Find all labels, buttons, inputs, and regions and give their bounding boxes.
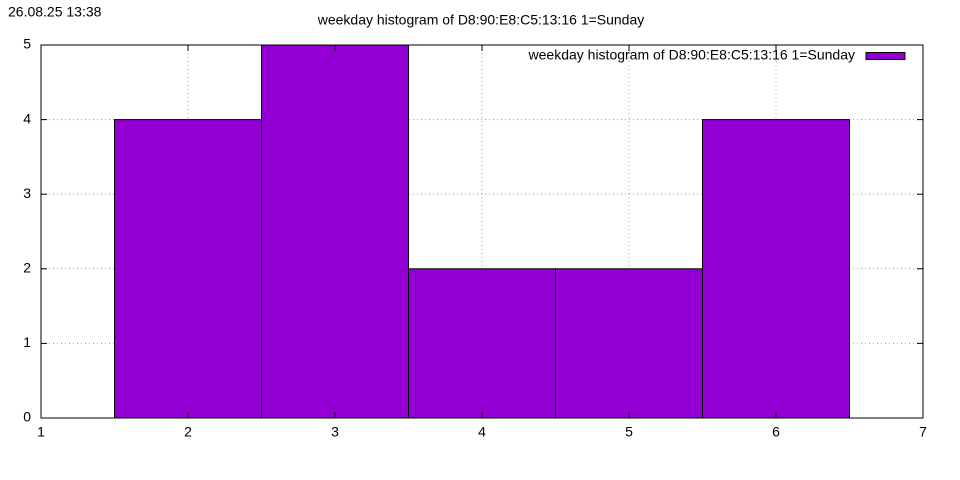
x-tick-label: 4	[478, 424, 486, 440]
bar	[555, 268, 703, 419]
legend-label: weekday histogram of D8:90:E8:C5:13:16 1…	[528, 47, 855, 63]
y-tick-label: 5	[23, 36, 31, 52]
y-tick-label: 1	[23, 334, 31, 350]
x-tick-label: 1	[37, 424, 45, 440]
bar	[408, 268, 556, 419]
y-tick-label: 0	[23, 409, 31, 425]
x-tick-label: 3	[331, 424, 339, 440]
x-tick-label: 7	[919, 424, 927, 440]
bar	[702, 119, 850, 419]
y-tick-label: 4	[23, 110, 31, 126]
bar	[114, 119, 262, 419]
x-tick-label: 2	[184, 424, 192, 440]
bar	[261, 44, 409, 419]
timestamp: 26.08.25 13:38	[8, 4, 102, 20]
x-tick-label: 6	[772, 424, 780, 440]
x-tick-label: 5	[625, 424, 633, 440]
chart-title: weekday histogram of D8:90:E8:C5:13:16 1…	[317, 12, 644, 28]
legend-swatch	[865, 52, 906, 60]
y-tick-label: 3	[23, 185, 31, 201]
plot-border	[40, 44, 924, 419]
y-tick-label: 2	[23, 260, 31, 276]
